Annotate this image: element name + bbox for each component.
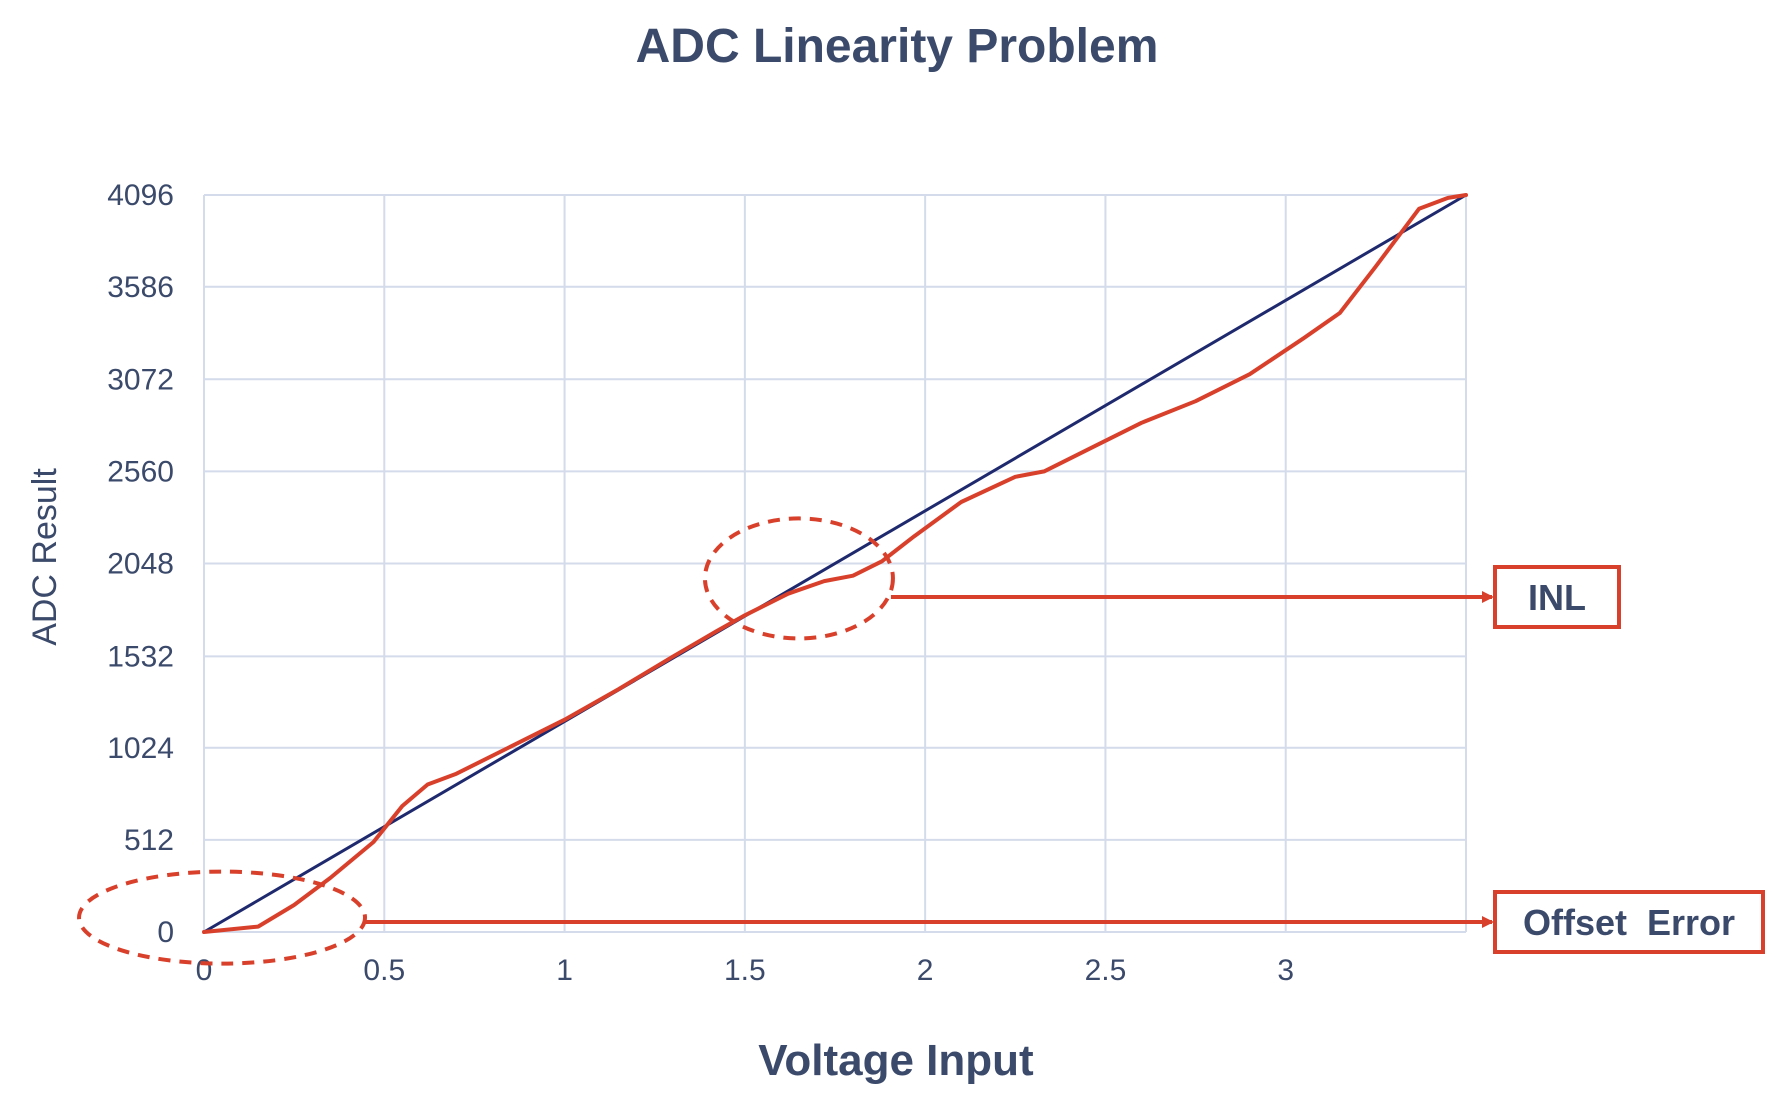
y-tick-label: 1024	[107, 732, 174, 765]
y-tick-label: 1532	[107, 640, 174, 673]
offset-error-callout-label: Offset Error	[1523, 902, 1735, 943]
x-axis-label: Voltage Input	[758, 1036, 1034, 1085]
x-axis-ticks: 0 0.5 1 1.5 2 2.5 3	[196, 954, 1294, 987]
x-tick-label: 0.5	[363, 954, 405, 987]
y-tick-label: 3586	[107, 271, 174, 304]
y-tick-label: 2560	[107, 455, 174, 488]
x-tick-label: 2	[917, 954, 934, 987]
annotation-layer: INL Offset Error	[77, 516, 1765, 966]
inl-marker-ellipse	[702, 516, 895, 641]
x-tick-label: 0	[196, 954, 213, 987]
inl-callout-box	[1493, 565, 1621, 629]
y-tick-label: 0	[157, 916, 174, 949]
series-layer	[202, 193, 1468, 934]
y-tick-label: 4096	[107, 179, 174, 212]
y-tick-label: 3072	[107, 363, 174, 396]
x-tick-label: 1	[556, 954, 573, 987]
inl-callout-label: INL	[1528, 577, 1586, 618]
x-tick-label: 1.5	[724, 954, 766, 987]
x-tick-label: 2.5	[1085, 954, 1127, 987]
ideal-line	[202, 193, 1468, 934]
y-axis-label: ADC Result	[26, 468, 64, 646]
offset-error-marker-ellipse	[77, 869, 368, 966]
chart-title: ADC Linearity Problem	[636, 20, 1159, 73]
offset-error-callout-box	[1493, 890, 1765, 954]
y-tick-label: 2048	[107, 548, 174, 581]
y-axis-ticks: 0 512 1024 1532 2048 2560 3072 3586 4096	[107, 179, 174, 949]
actual-line	[202, 193, 1468, 934]
x-tick-label: 3	[1277, 954, 1294, 987]
y-tick-label: 512	[124, 824, 174, 857]
